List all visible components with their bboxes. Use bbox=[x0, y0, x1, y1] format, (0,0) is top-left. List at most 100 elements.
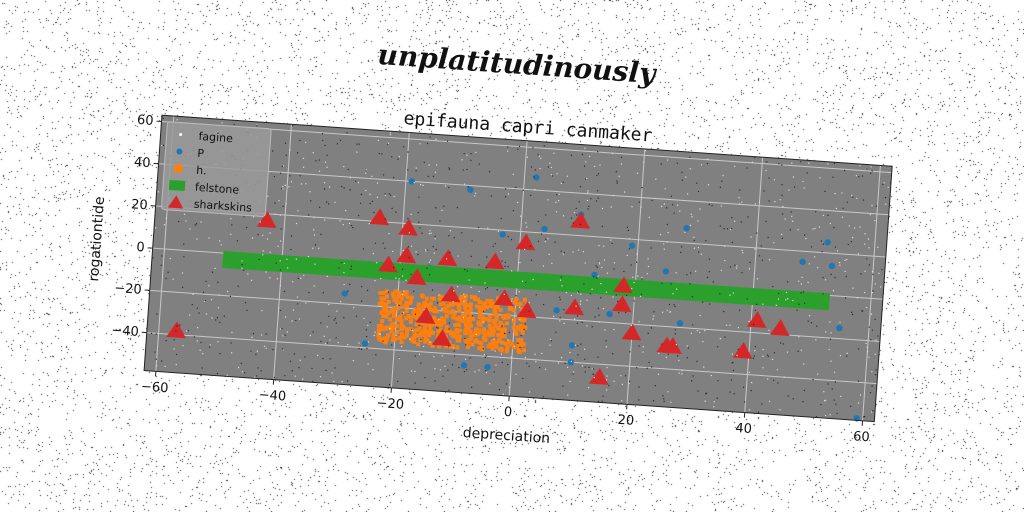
plot-speckle bbox=[636, 253, 638, 255]
plot-speckle bbox=[379, 333, 382, 336]
plot-speckle bbox=[630, 324, 633, 327]
plot-speckle bbox=[280, 228, 282, 230]
plot-speckle bbox=[403, 290, 405, 292]
plot-speckle bbox=[636, 172, 639, 174]
plot-speckle bbox=[651, 199, 653, 202]
plot-speckle bbox=[865, 342, 867, 345]
plot-speckle bbox=[391, 156, 393, 158]
plot-speckle bbox=[165, 217, 167, 219]
plot-speckle bbox=[756, 232, 758, 234]
plot-speckle bbox=[271, 150, 274, 152]
plot-speckle bbox=[233, 123, 235, 125]
plot-speckle bbox=[160, 264, 163, 266]
plot-speckle bbox=[606, 366, 608, 369]
plot-speckle bbox=[686, 193, 689, 195]
plot-speckle bbox=[719, 293, 721, 295]
plot-speckle bbox=[580, 343, 582, 345]
plot-speckle bbox=[822, 214, 825, 217]
plot-speckle bbox=[503, 332, 506, 335]
plot-speckle bbox=[251, 237, 254, 239]
series-sharkskins-point bbox=[396, 246, 416, 264]
series-h-point bbox=[478, 322, 483, 327]
plot-speckle bbox=[393, 176, 395, 179]
plot-speckle bbox=[572, 222, 574, 224]
plot-speckle bbox=[570, 294, 573, 297]
plot-speckle bbox=[191, 303, 193, 306]
series-h-point bbox=[414, 308, 419, 314]
plot-speckle bbox=[779, 409, 781, 411]
plot-speckle bbox=[167, 271, 169, 273]
plot-speckle bbox=[414, 355, 416, 357]
plot-speckle bbox=[625, 294, 628, 296]
plot-speckle bbox=[407, 169, 409, 171]
plot-speckle bbox=[219, 321, 221, 324]
plot-speckle bbox=[871, 329, 874, 331]
plot-speckle bbox=[447, 369, 449, 371]
plot-speckle bbox=[299, 139, 301, 142]
x-tick-label: 60 bbox=[853, 429, 871, 445]
plot-speckle bbox=[200, 221, 202, 223]
plot-speckle bbox=[230, 217, 232, 220]
y-tick-label: 40 bbox=[134, 155, 152, 171]
plot-speckle bbox=[749, 261, 751, 264]
series-p-point bbox=[341, 290, 348, 297]
plot-speckle bbox=[389, 132, 391, 134]
plot-speckle bbox=[807, 320, 809, 322]
series-h-point bbox=[436, 321, 441, 327]
plot-speckle bbox=[872, 273, 874, 276]
plot-speckle bbox=[779, 199, 781, 201]
plot-speckle bbox=[856, 197, 858, 200]
plot-speckle bbox=[492, 245, 494, 247]
plot-speckle bbox=[154, 227, 157, 229]
plot-speckle bbox=[285, 154, 287, 156]
series-h-point bbox=[381, 339, 387, 344]
legend-marker-p bbox=[176, 148, 183, 155]
plot-speckle bbox=[413, 182, 415, 184]
plot-speckle bbox=[453, 355, 456, 357]
series-h-point bbox=[520, 316, 525, 322]
plot-speckle bbox=[286, 331, 289, 333]
series-h-point bbox=[393, 289, 398, 294]
plot-speckle bbox=[178, 220, 180, 223]
plot-speckle bbox=[245, 226, 248, 229]
plot-speckle bbox=[524, 323, 526, 325]
plot-speckle bbox=[438, 318, 440, 321]
plot-speckle bbox=[615, 294, 617, 296]
x-tick-label: 40 bbox=[735, 421, 753, 437]
plot-speckle bbox=[162, 117, 164, 120]
plot-speckle bbox=[308, 291, 310, 294]
plot-speckle bbox=[639, 295, 642, 298]
series-h-point bbox=[385, 333, 390, 339]
plot-speckle bbox=[172, 278, 174, 280]
plot-speckle bbox=[428, 232, 431, 235]
plot-speckle bbox=[545, 238, 547, 240]
plot-speckle bbox=[295, 319, 297, 322]
plot-speckle bbox=[417, 253, 419, 256]
plot-speckle bbox=[549, 162, 551, 164]
plot-speckle bbox=[592, 276, 595, 278]
series-h-point bbox=[447, 310, 452, 315]
plot-speckle bbox=[668, 303, 671, 306]
plot-speckle bbox=[800, 292, 802, 294]
plot-speckle bbox=[686, 274, 688, 276]
plot-speckle bbox=[835, 403, 837, 405]
plot-speckle bbox=[866, 346, 868, 348]
plot-speckle bbox=[349, 177, 352, 179]
series-h-point bbox=[488, 303, 494, 309]
plot-speckle bbox=[658, 352, 660, 354]
plot-speckle bbox=[803, 363, 805, 365]
plot-speckle bbox=[762, 367, 764, 369]
plot-speckle bbox=[822, 243, 825, 245]
plot-speckle bbox=[713, 401, 715, 403]
plot-speckle bbox=[360, 348, 363, 350]
plot-speckle bbox=[672, 292, 674, 295]
plot-speckle bbox=[484, 282, 486, 284]
series-p-point bbox=[460, 362, 468, 369]
plot-speckle bbox=[395, 334, 397, 336]
plot-speckle bbox=[341, 261, 343, 264]
plot-speckle bbox=[284, 184, 286, 186]
plot-speckle bbox=[427, 175, 429, 178]
plot-speckle bbox=[782, 205, 784, 208]
plot-speckle bbox=[693, 239, 695, 242]
